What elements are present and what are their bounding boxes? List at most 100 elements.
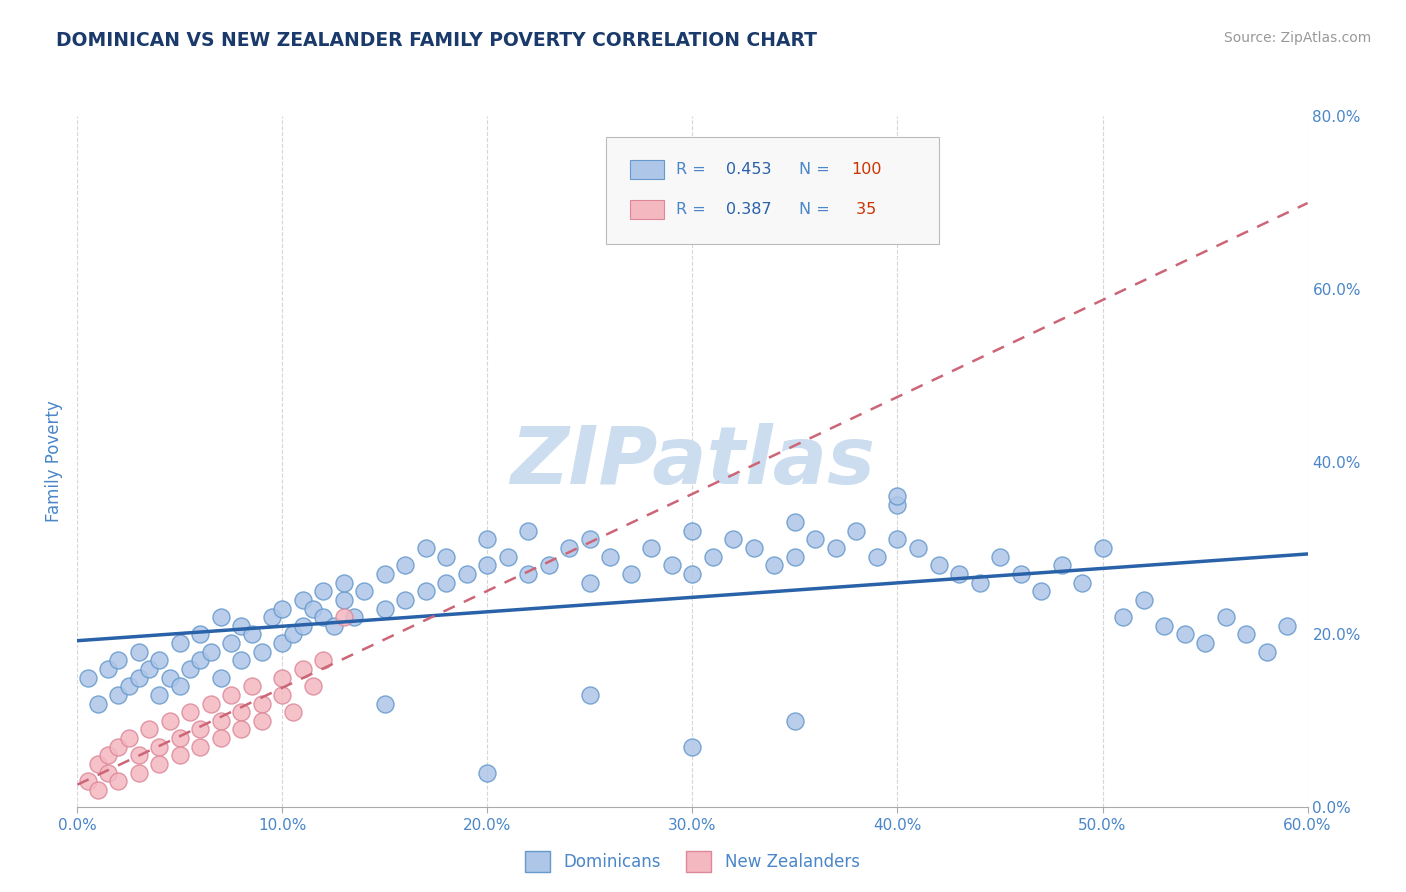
Point [374,601,396,615]
Point [271,671,294,685]
Point [1153,619,1175,633]
Point [783,714,806,728]
Y-axis label: Family Poverty: Family Poverty [45,401,63,523]
Point [188,653,212,667]
Point [886,533,908,547]
Point [1071,575,1094,590]
Point [169,748,191,763]
Point [148,688,170,702]
Point [250,697,273,711]
Point [240,679,263,693]
Point [477,765,499,780]
Point [87,697,110,711]
Point [312,584,335,599]
Point [179,662,201,676]
Point [117,731,139,746]
Bar [630,200,664,219]
Point [517,566,540,581]
Point [436,575,458,590]
Point [312,610,335,624]
Point [219,636,242,650]
Point [333,610,356,624]
Text: 0.453: 0.453 [725,161,770,177]
Point [599,549,621,564]
Point [374,566,396,581]
Point [1050,558,1073,573]
Point [271,688,294,702]
Bar [630,160,664,179]
Point [394,593,416,607]
Point [640,541,662,555]
Point [128,671,150,685]
Point [333,593,356,607]
Point [148,739,170,754]
Point [128,748,150,763]
Point [250,645,273,659]
Point [866,549,889,564]
Point [159,671,181,685]
Text: 100: 100 [851,161,882,177]
Point [200,645,222,659]
Point [169,636,191,650]
Point [804,533,827,547]
Point [209,731,232,746]
Point [231,653,253,667]
Point [322,619,344,633]
Point [128,645,150,659]
Point [702,549,724,564]
Point [783,549,806,564]
Point [209,714,232,728]
Point [302,601,325,615]
Point [1112,610,1135,624]
Point [948,566,970,581]
Point [1215,610,1237,624]
Point [87,757,110,772]
Point [415,541,437,555]
Point [271,636,294,650]
Point [723,533,745,547]
Point [333,575,356,590]
Point [159,714,181,728]
Point [353,584,375,599]
Point [291,619,314,633]
Point [1174,627,1197,641]
Point [1010,566,1032,581]
Point [117,679,139,693]
Point [1256,645,1278,659]
Point [1132,593,1154,607]
FancyBboxPatch shape [606,136,939,244]
Point [1275,619,1298,633]
Point [148,757,170,772]
Point [477,558,499,573]
Point [188,723,212,737]
Point [845,524,868,538]
Legend: Dominicans, New Zealanders: Dominicans, New Zealanders [519,845,866,879]
Point [661,558,683,573]
Point [291,662,314,676]
Point [1029,584,1052,599]
Point [988,549,1011,564]
Point [169,679,191,693]
Text: N =: N = [800,161,835,177]
Point [231,723,253,737]
Point [250,714,273,728]
Point [76,671,98,685]
Point [97,662,120,676]
Point [1194,636,1216,650]
Point [825,541,848,555]
Point [436,549,458,564]
Text: R =: R = [676,161,711,177]
Point [231,705,253,719]
Point [240,627,263,641]
Point [763,558,786,573]
Point [200,697,222,711]
Point [291,593,314,607]
Point [138,723,160,737]
Point [579,533,602,547]
Point [682,566,704,581]
Point [219,688,242,702]
Point [97,765,120,780]
Point [76,774,98,789]
Point [188,627,212,641]
Point [281,705,304,719]
